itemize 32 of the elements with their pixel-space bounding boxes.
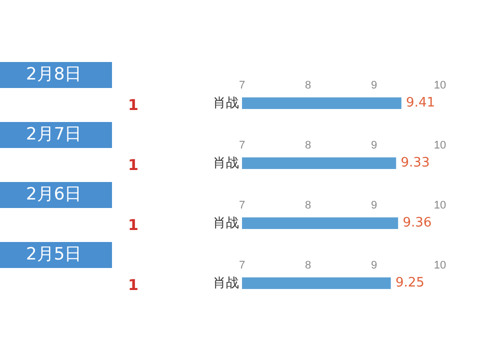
x-tick-label: 8 xyxy=(304,260,312,272)
x-tick-label: 10 xyxy=(434,260,446,272)
x-tick-label: 8 xyxy=(304,140,312,152)
text: 2月6日 xyxy=(26,184,82,204)
x-tick-label: 9 xyxy=(370,140,378,152)
x-tick-label: 9 xyxy=(370,80,378,92)
x-tick-label: 7 xyxy=(238,200,246,212)
text: 2月7日 xyxy=(26,124,82,144)
y-tick-label: 肖战 xyxy=(213,274,239,290)
y-tick-label: 肖战 xyxy=(213,94,239,110)
x-tick-label: 10 xyxy=(434,200,446,212)
data-label: 9.36 xyxy=(402,216,432,231)
x-tick-label: 7 xyxy=(238,80,246,92)
data-label: 9.41 xyxy=(406,96,436,111)
x-tick-label: 7 xyxy=(238,260,246,272)
x-tick-label: 10 xyxy=(434,80,446,92)
text: 2月5日 xyxy=(26,244,82,264)
text: 1 xyxy=(128,156,138,174)
x-tick-label: 9 xyxy=(370,200,378,212)
data-label: 9.25 xyxy=(396,276,424,291)
data-label: 9.33 xyxy=(400,156,430,171)
x-tick-label: 8 xyxy=(304,200,312,212)
x-tick-label: 8 xyxy=(304,80,312,92)
text: 2月8日 xyxy=(26,64,82,84)
x-tick-label: 10 xyxy=(434,140,446,152)
text: 1 xyxy=(128,96,138,114)
y-tick-label: 肖战 xyxy=(213,214,239,230)
x-tick-label: 7 xyxy=(238,140,246,152)
text: 1 xyxy=(128,216,138,234)
y-tick-label: 肖战 xyxy=(213,154,239,170)
x-tick-label: 9 xyxy=(370,260,378,272)
text: 1 xyxy=(128,276,138,294)
